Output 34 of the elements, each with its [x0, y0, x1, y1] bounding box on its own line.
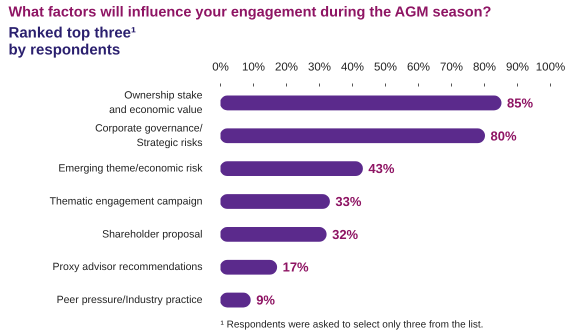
bar: [220, 128, 485, 144]
x-tick-label: 0%: [212, 62, 229, 74]
data-label: 33%: [335, 194, 362, 209]
y-tick-label: Corporate governance/ Strategic risks: [95, 122, 203, 149]
y-tick-label: Peer pressure/Industry practice: [56, 294, 203, 306]
bar: [220, 260, 278, 275]
data-label: 32%: [332, 226, 359, 242]
data-label: 17%: [282, 260, 310, 275]
x-tick-label: 90%: [506, 62, 530, 74]
x-tick-label: 50%: [374, 62, 398, 74]
bar: [220, 194, 330, 209]
x-tick-label: 30%: [308, 62, 332, 74]
y-tick-label: Ownership stake and economic value: [109, 90, 203, 116]
text: Ranked top three¹ by respondents: [8, 24, 136, 58]
bar: [220, 161, 363, 176]
x-tick-label: 80%: [472, 62, 496, 74]
y-tick-label: Thematic engagement campaign: [50, 196, 203, 208]
x-tick-label: 10%: [242, 62, 266, 74]
data-label: 80%: [490, 128, 517, 144]
data-label: 85%: [507, 95, 534, 110]
x-tick-label: 40%: [340, 62, 364, 74]
bar: [220, 226, 327, 242]
bar: [220, 96, 502, 110]
y-tick-label: Shareholder proposal: [102, 228, 203, 240]
data-label: 43%: [368, 161, 395, 176]
x-tick-label: 70%: [440, 62, 464, 74]
y-tick-label: Proxy advisor recommendations: [52, 261, 203, 274]
chart-title: What factors will influence your engagement during the AGM season?: [8, 4, 492, 20]
text: ¹ Respondents were asked to select only three from the list.: [220, 320, 484, 330]
data-label: 9%: [256, 292, 276, 308]
y-tick-label: Emerging theme/economic risk: [58, 162, 204, 175]
x-tick-label: 60%: [406, 62, 430, 74]
x-tick-label: 100%: [536, 62, 566, 74]
x-tick-label: 20%: [274, 62, 298, 74]
